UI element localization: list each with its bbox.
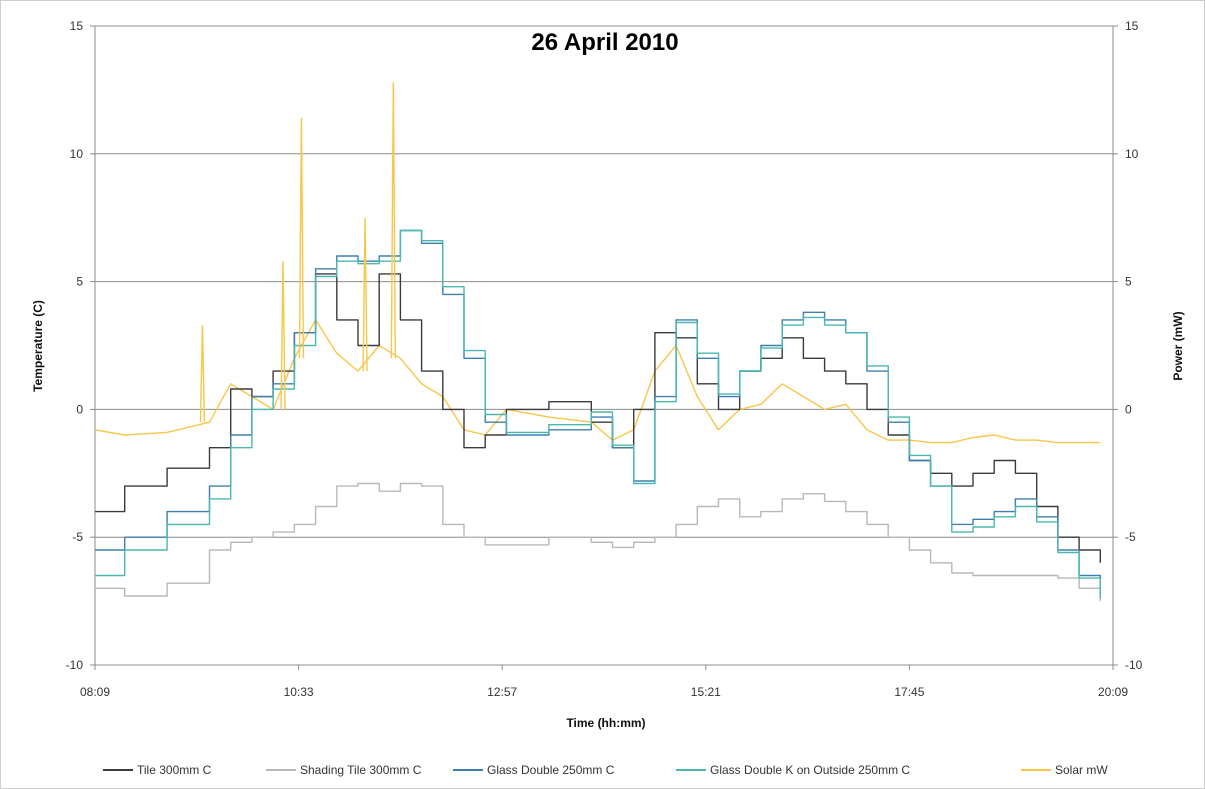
x-tick-label: 17:45 xyxy=(894,685,924,699)
gridlines xyxy=(95,25,1113,666)
y2-axis-label: Power (mW) xyxy=(1171,311,1185,380)
y-tick-label: 0 xyxy=(76,402,83,416)
y2-tick-labels: -10 -5 0 5 10 15 xyxy=(1125,19,1143,672)
y2-tick-label: 5 xyxy=(1125,275,1132,289)
chart-title: 26 April 2010 xyxy=(531,29,678,56)
solar-spike xyxy=(199,325,206,423)
series-line-shading-tile-300mm-c xyxy=(95,482,1101,602)
series-line-solar-mw xyxy=(94,319,1101,444)
x-tick-label: 12:57 xyxy=(487,685,517,699)
y2-tick-label: 15 xyxy=(1125,19,1139,33)
solar-spike xyxy=(280,261,286,410)
x-tick-label: 08:09 xyxy=(80,685,110,699)
x-tick-label: 20:09 xyxy=(1098,685,1128,699)
solar-spike xyxy=(298,118,305,359)
y-tick-label: 5 xyxy=(76,275,83,289)
y-tick-label: 10 xyxy=(70,147,84,161)
legend-label: Glass Double 250mm C xyxy=(487,763,615,777)
y-axis-label: Temperature (C) xyxy=(31,300,45,392)
series-lines xyxy=(94,82,1101,602)
y2-tick-label: -10 xyxy=(1125,658,1143,672)
y-tick-label: -5 xyxy=(72,530,83,544)
solar-spike xyxy=(390,82,397,359)
legend: Tile 300mm C Shading Tile 300mm C Glass Do… xyxy=(103,763,1108,777)
y-tick-labels: -10 -5 0 5 10 15 xyxy=(66,19,84,672)
series-line-tile-300mm-c xyxy=(95,273,1101,563)
y-tick-label: -10 xyxy=(66,658,84,672)
x-tick-labels: 08:09 10:33 12:57 15:21 17:45 20:09 xyxy=(80,685,1128,699)
y-tick-label: 15 xyxy=(70,19,84,33)
y2-tick-label: 10 xyxy=(1125,147,1139,161)
legend-label: Solar mW xyxy=(1055,763,1108,777)
x-tick-label: 15:21 xyxy=(691,685,721,699)
y2-tick-label: 0 xyxy=(1125,402,1132,416)
x-axis-label: Time (hh:mm) xyxy=(566,716,645,730)
legend-label: Tile 300mm C xyxy=(137,763,212,777)
solar-spike xyxy=(362,217,368,372)
y2-tick-label: -5 xyxy=(1125,530,1136,544)
axes xyxy=(90,25,1118,670)
legend-label: Glass Double K on Outside 250mm C xyxy=(710,763,910,777)
legend-label: Shading Tile 300mm C xyxy=(300,763,422,777)
series-line-glass-double-k-on-outside-250mm-c xyxy=(95,229,1101,599)
x-tick-label: 10:33 xyxy=(284,685,314,699)
